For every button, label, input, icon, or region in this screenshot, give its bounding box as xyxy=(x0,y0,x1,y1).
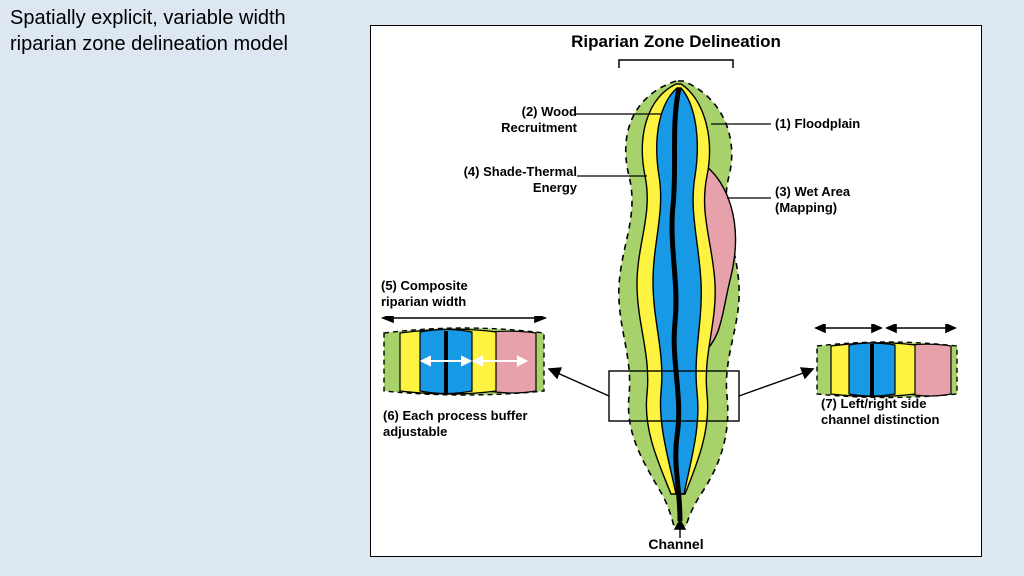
label-1: (1) Floodplain xyxy=(775,116,860,132)
slide-title: Spatially explicit, variable width ripar… xyxy=(10,5,350,57)
label-4: (4) Shade-ThermalEnergy xyxy=(459,164,577,197)
diagram-frame: Riparian Zone Delineation xyxy=(370,25,982,557)
label-6: (6) Each process bufferadjustable xyxy=(383,408,528,441)
inset-left xyxy=(379,316,549,401)
slide-root: Spatially explicit, variable width ripar… xyxy=(0,0,1024,576)
label-7: (7) Left/right sidechannel distinction xyxy=(821,396,939,429)
label-5: (5) Compositeriparian width xyxy=(381,278,468,311)
channel-label: Channel xyxy=(371,536,981,552)
label-2: (2) WoodRecruitment xyxy=(459,104,577,137)
inset-right xyxy=(814,324,964,402)
label-3: (3) Wet Area(Mapping) xyxy=(775,184,850,217)
